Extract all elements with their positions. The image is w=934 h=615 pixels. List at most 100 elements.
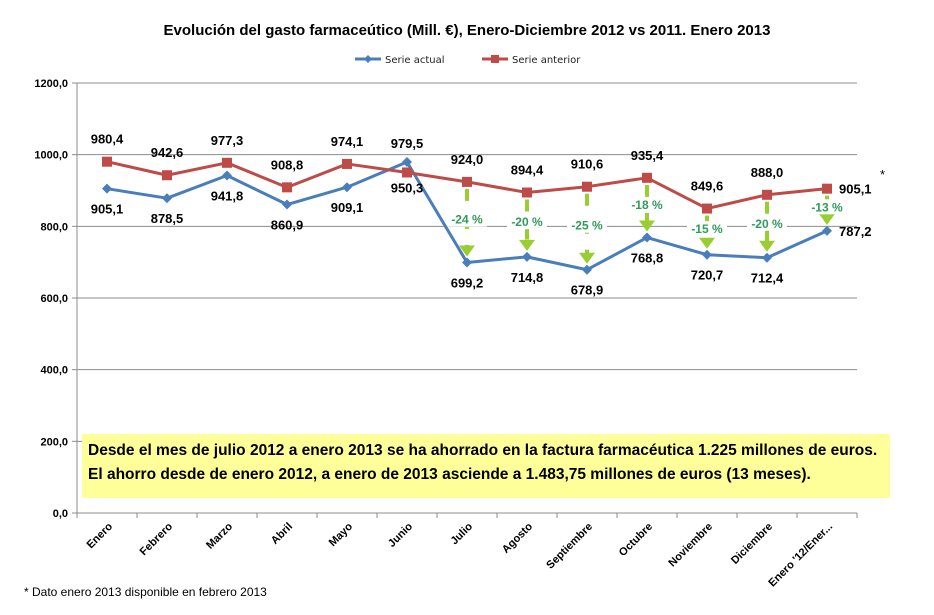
point-anterior [402,167,412,178]
point-actual [462,257,472,268]
percent-label-bg [447,211,487,227]
percent-change-label: -20 % [751,217,783,231]
point-actual [762,252,772,263]
point-actual [282,199,292,210]
data-labels: 980,4 942,6 977,3 908,8 974,1 950,3 924,0 894,4… [91,132,872,298]
point-anterior [342,158,352,169]
chart-title: Evolución del gasto farmaceútico (Mill. … [164,22,771,39]
series-lines [102,156,832,275]
x-tick-label: Enero '12/Ener... [766,521,835,590]
data-label-anterior: 942,6 [151,145,184,160]
x-tick-label: Diciembre [729,521,775,567]
percent-arrow-head [699,237,715,249]
point-anterior [642,172,652,183]
point-anterior [762,189,772,200]
savings-note: Desde el mes de julio 2012 a enero 2013 … [82,434,890,498]
percent-arrow-head [759,240,775,252]
data-label-anterior: 935,4 [631,148,664,163]
point-actual [582,264,592,275]
percent-arrows: -24 % -20 % -25 % -18 % -15 % -20 % -13 % [447,184,847,264]
legend-marker-square [491,55,499,63]
percent-arrow-head [639,220,655,232]
data-label-actual: 979,5 [391,136,424,151]
data-label-anterior: 977,3 [211,133,244,148]
legend: Serie actual Serie anterior [355,55,581,66]
asterisk-mark: * [880,167,885,182]
percent-change-label: -15 % [691,222,723,236]
data-label-actual: 699,2 [451,275,484,290]
data-label-anterior: 888,0 [751,165,784,180]
percent-label-bg [687,221,727,237]
x-tick-label: Agosto [500,520,535,555]
x-tick-label: Junio [386,520,415,549]
data-label-anterior: 849,6 [691,179,724,194]
y-tick-label: 800,0 [40,221,68,233]
point-anterior [702,203,712,214]
point-anterior [462,176,472,187]
axes [72,82,858,518]
data-label-anterior: 980,4 [91,132,124,147]
data-label-anterior: 910,6 [571,157,604,172]
percent-label-bg [807,199,847,215]
data-label-actual: 678,9 [571,283,604,298]
legend-entry: Serie anterior [512,55,581,66]
point-actual [402,157,412,168]
data-label-actual: 712,4 [751,271,784,286]
legend-entry: Serie actual [385,55,445,66]
point-actual [702,249,712,260]
percent-arrow-head [819,213,835,225]
x-tick-label: Enero [85,520,116,551]
point-actual [522,251,532,262]
point-actual [642,232,652,243]
point-anterior [522,187,532,198]
x-tick-label: Marzo [204,520,235,551]
point-anterior [162,170,172,181]
x-tick-label: Noviembre [666,521,715,570]
data-label-anterior: 908,8 [271,157,304,172]
footnote: * Dato enero 2013 disponible en febrero … [24,585,267,599]
data-label-anterior: 974,1 [331,134,364,149]
note-line-2: El ahorro desde de enero 2012, a enero d… [88,466,811,483]
percent-label-bg [567,217,607,233]
point-actual [222,170,232,181]
data-label-actual: 720,7 [691,268,724,283]
percent-arrow-head [519,239,535,251]
point-actual [102,183,112,194]
note-line-1: Desde el mes de julio 2012 a enero 2013 … [88,442,878,459]
percent-change-label: -13 % [811,200,843,214]
data-label-anterior: 905,1 [839,182,872,197]
percent-label-bg [747,215,787,231]
legend-marker-diamond [364,55,372,63]
data-label-actual: 909,1 [331,200,364,215]
point-actual [342,182,352,193]
data-label-actual: 860,9 [271,218,304,233]
data-label-actual: 905,1 [91,202,124,217]
percent-change-label: -18 % [631,198,663,212]
x-tick-label: Julio [448,520,475,547]
point-anterior [822,183,832,194]
percent-arrow-head [459,245,475,257]
percent-label-bg [627,197,667,213]
percent-change-label: -25 % [571,219,603,233]
data-label-anterior: 950,3 [391,180,424,195]
x-tick-label: Abril [269,521,295,547]
point-anterior [102,156,112,167]
y-tick-label: 400,0 [40,365,68,377]
percent-arrow-head [579,252,595,264]
data-label-actual: 878,5 [151,211,184,226]
x-tick-label: Febrero [138,520,176,558]
x-tick-label: Octubre [617,521,655,559]
data-label-actual: 787,2 [839,224,872,239]
data-label-actual: 714,8 [511,270,544,285]
data-label-anterior: 924,0 [451,152,484,167]
y-tick-label: 1000,0 [34,150,68,162]
x-tick-label: Mayo [327,520,356,549]
point-anterior [282,182,292,193]
y-tick-label: 1200,0 [34,78,68,90]
point-actual [162,193,172,204]
data-label-anterior: 894,4 [511,163,544,178]
point-actual [822,225,832,236]
point-anterior [582,181,592,192]
y-tick-label: 200,0 [40,436,68,448]
